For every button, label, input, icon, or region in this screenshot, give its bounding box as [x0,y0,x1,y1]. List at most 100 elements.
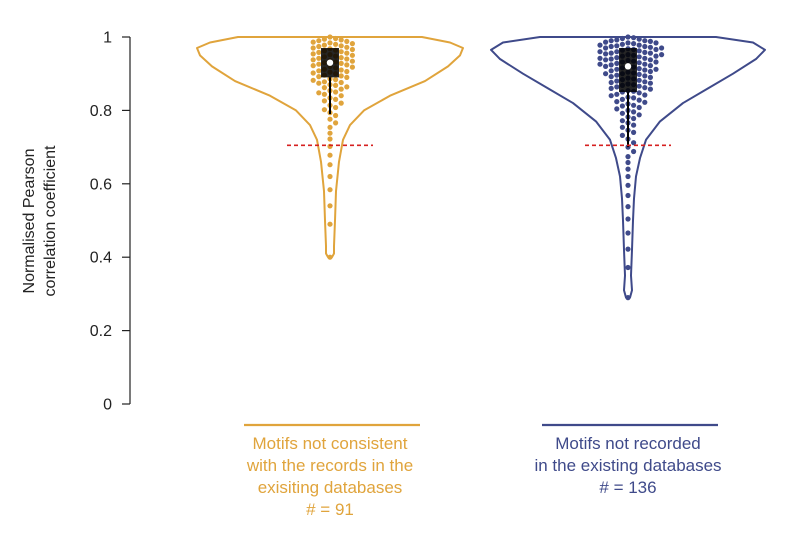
data-point [603,39,609,45]
data-point [338,67,344,73]
data-point [631,95,637,101]
data-point [321,85,327,91]
data-point [614,84,620,90]
data-point [327,136,333,142]
data-point [642,61,648,67]
data-point [327,221,333,227]
data-point [647,38,654,45]
data-point [619,124,626,130]
box-median [326,59,334,66]
group-label-line: exisiting databases [257,478,403,497]
data-point [625,246,631,252]
data-point [597,55,603,61]
data-point [321,79,327,85]
y-tick-label: 1 [103,30,112,47]
data-point [631,41,637,47]
data-point [614,72,620,78]
data-point [636,90,642,96]
data-point [333,82,339,88]
data-point [608,74,614,80]
data-point [631,129,637,135]
data-point [338,37,344,43]
data-point [631,140,637,146]
data-point [603,45,609,51]
data-point [344,74,350,80]
data-point [642,79,648,85]
data-point [625,173,631,180]
data-point [614,43,620,49]
group-label-unrecorded: Motifs not recorded in the existing data… [498,433,758,499]
data-point [597,49,603,55]
data-point [603,57,609,63]
data-point [327,152,333,158]
data-point [349,64,355,70]
y-axis-label-line: Normalised Pearson [21,149,38,294]
data-point [636,60,642,66]
data-point [316,61,322,67]
data-point [344,84,350,90]
data-point [349,58,355,64]
data-point [327,116,333,122]
data-point [327,173,333,180]
data-point [338,43,344,49]
data-point [344,50,350,56]
data-point [647,68,654,75]
data-point [327,40,333,46]
data-point [625,166,631,172]
data-point [608,85,614,91]
data-point [659,45,665,51]
data-point [338,79,344,86]
data-point [338,60,344,66]
data-point [659,52,665,58]
data-point [321,107,327,113]
group-label-line: in the existing databases [534,456,722,475]
data-point [608,50,614,56]
data-point [310,63,316,69]
box-iqr [619,48,637,93]
data-point [338,93,344,99]
data-point [338,100,344,106]
data-point [327,124,333,130]
data-point [636,36,642,42]
data-point [625,182,631,188]
data-point [625,192,631,199]
data-point [338,73,344,79]
data-point [647,50,654,56]
data-point [316,43,322,50]
data-point [327,130,333,136]
data-point [625,159,631,166]
data-point [608,43,614,50]
data-point [603,51,609,57]
y-tick-label: 0.4 [90,250,112,267]
data-point [636,97,642,103]
data-point [608,93,614,99]
data-point [344,62,350,68]
data-point [603,63,609,69]
data-point [614,78,620,84]
data-point [614,60,620,66]
data-point [321,91,327,97]
data-point [333,112,339,119]
data-point [349,52,355,58]
data-point [608,79,614,86]
data-point [631,148,637,155]
data-point [321,42,327,48]
data-point [349,41,355,47]
data-point [642,55,648,61]
data-point [333,41,339,47]
data-point [625,204,631,210]
data-point [333,89,339,95]
data-point [333,77,339,83]
group-label-inconsistent: Motifs not consistent with the records i… [200,433,460,521]
y-axis-label-line: correlation coefficient [42,145,59,296]
data-point [636,48,642,54]
data-point [619,110,626,116]
data-point [333,96,339,102]
data-point [316,49,322,56]
data-point [636,71,642,77]
data-point [653,46,659,53]
data-point [647,80,654,86]
data-point [636,83,642,89]
data-point [608,62,614,68]
data-point [614,106,620,112]
